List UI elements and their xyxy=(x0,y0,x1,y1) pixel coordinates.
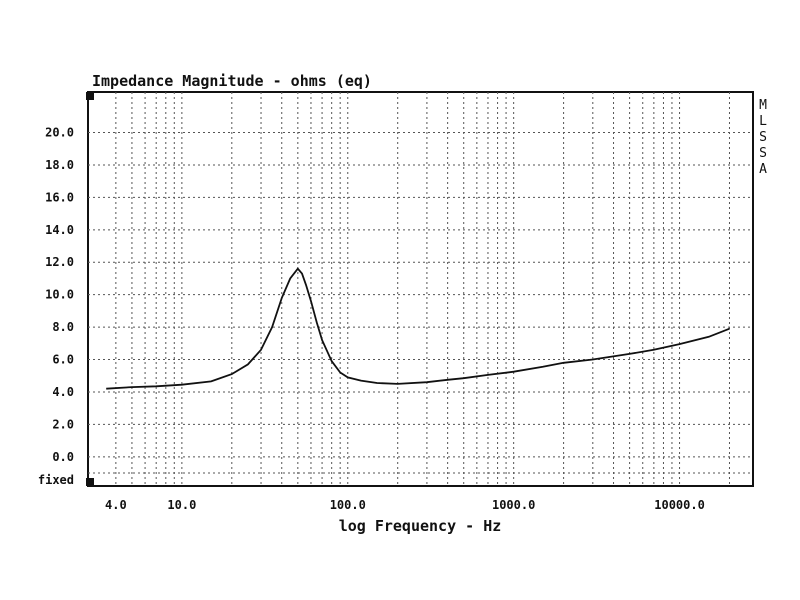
x-tick-label: 10.0 xyxy=(167,498,196,512)
x-tick-label: 10000.0 xyxy=(654,498,705,512)
x-axis-label: log Frequency - Hz xyxy=(339,517,502,535)
side-label-letter: S xyxy=(759,146,767,161)
y-tick-label: 4.0 xyxy=(52,385,74,399)
side-label-letter: S xyxy=(759,130,767,145)
y-fixed-label: fixed xyxy=(38,473,74,487)
plot-frame xyxy=(87,91,754,487)
bottom-left-marker xyxy=(86,478,94,486)
y-tick-label: 2.0 xyxy=(52,417,74,431)
y-tick-label: 10.0 xyxy=(45,288,74,302)
side-label-letter: A xyxy=(759,162,767,177)
x-tick-label: 1000.0 xyxy=(492,498,535,512)
x-tick-label: 100.0 xyxy=(330,498,366,512)
impedance-curve xyxy=(106,267,730,390)
side-label-letter: L xyxy=(759,114,767,129)
y-tick-label: 16.0 xyxy=(45,190,74,204)
y-tick-label: 0.0 xyxy=(52,450,74,464)
chart-title: Impedance Magnitude - ohms (eq) xyxy=(92,72,372,90)
y-tick-label: 20.0 xyxy=(45,126,74,140)
x-axis-ticks: 4.0 10.0 100.0 1000.0 10000.0 xyxy=(105,498,705,512)
grid-lines xyxy=(88,92,753,486)
y-tick-label: 8.0 xyxy=(52,320,74,334)
x-tick-label: 4.0 xyxy=(105,498,127,512)
y-tick-label: 6.0 xyxy=(52,353,74,367)
top-left-marker xyxy=(86,92,94,100)
side-label-letter: M xyxy=(759,98,767,113)
y-tick-label: 18.0 xyxy=(45,158,74,172)
y-tick-label: 14.0 xyxy=(45,223,74,237)
y-axis-ticks: 20.0 18.0 16.0 14.0 12.0 10.0 8.0 6.0 4.0 2.0 0.0 xyxy=(45,126,74,464)
y-tick-label: 12.0 xyxy=(45,255,74,269)
